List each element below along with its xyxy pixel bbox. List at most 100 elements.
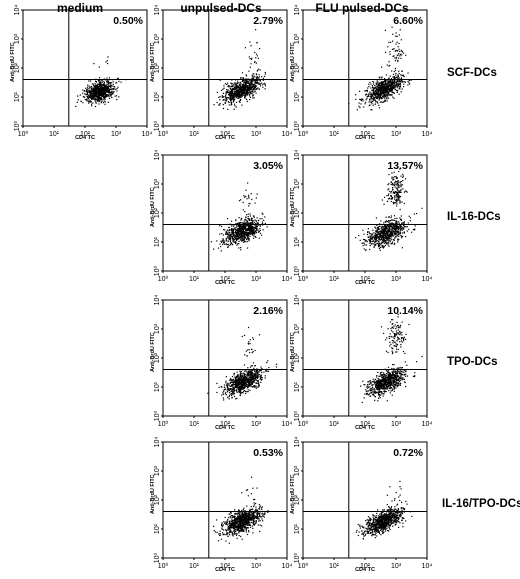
- data-point: [393, 192, 396, 194]
- data-point: [233, 393, 236, 395]
- data-point: [114, 86, 116, 88]
- data-point: [383, 81, 385, 83]
- data-point: [400, 375, 402, 377]
- data-point: [254, 226, 256, 228]
- data-point: [385, 87, 387, 89]
- data-point: [98, 99, 100, 101]
- data-point: [398, 238, 400, 240]
- data-point: [387, 97, 390, 99]
- data-point: [373, 238, 376, 240]
- data-point: [398, 80, 400, 82]
- data-point: [235, 93, 237, 95]
- data-point: [252, 233, 254, 235]
- data-point: [370, 96, 372, 98]
- data-point: [84, 93, 86, 95]
- data-point: [382, 90, 384, 92]
- data-point: [245, 379, 248, 381]
- data-point: [397, 75, 399, 78]
- data-point: [241, 72, 244, 74]
- data-point: [98, 98, 100, 100]
- data-point: [257, 87, 259, 89]
- data-point: [252, 351, 254, 353]
- data-point: [384, 99, 387, 102]
- data-point: [242, 228, 244, 231]
- data-point: [225, 240, 227, 242]
- data-point: [97, 95, 100, 97]
- data-point: [387, 234, 389, 237]
- data-point: [230, 97, 233, 99]
- data-point: [402, 180, 404, 182]
- data-point: [390, 85, 392, 88]
- data-point: [234, 105, 236, 107]
- data-point: [388, 372, 391, 374]
- data-point: [229, 90, 231, 92]
- data-point: [113, 87, 115, 90]
- data-point: [371, 94, 373, 96]
- data-point: [378, 237, 380, 239]
- data-point: [395, 236, 397, 238]
- data-point: [99, 81, 101, 83]
- data-point: [383, 83, 385, 85]
- data-point: [259, 225, 261, 227]
- data-point: [95, 102, 97, 104]
- data-point: [239, 374, 241, 376]
- data-point: [258, 88, 261, 90]
- data-point: [97, 89, 99, 92]
- data-point: [111, 88, 113, 90]
- data-point: [370, 95, 372, 97]
- data-point: [99, 97, 101, 99]
- data-point: [396, 180, 398, 183]
- data-point: [380, 228, 382, 230]
- data-point: [246, 94, 248, 96]
- data-point: [250, 81, 252, 83]
- data-point: [399, 55, 401, 57]
- data-point: [399, 29, 401, 31]
- data-point: [251, 365, 253, 367]
- data-point: [392, 201, 394, 203]
- data-point: [394, 196, 396, 198]
- data-point: [383, 237, 386, 239]
- data-point: [382, 245, 384, 247]
- x-tick-label: 10⁰: [18, 130, 29, 138]
- data-point: [91, 96, 94, 98]
- data-point: [245, 91, 247, 94]
- data-point: [255, 57, 257, 59]
- data-point: [384, 225, 386, 227]
- data-point: [386, 234, 388, 237]
- data-point: [219, 79, 221, 81]
- data-point: [368, 239, 370, 241]
- data-point: [238, 94, 240, 96]
- data-point: [227, 246, 229, 248]
- data-point: [401, 74, 403, 77]
- data-point: [398, 232, 400, 234]
- data-point: [243, 232, 246, 234]
- data-point: [388, 183, 390, 185]
- data-point: [407, 72, 409, 74]
- data-point: [251, 383, 254, 385]
- data-point: [402, 235, 404, 238]
- data-point: [234, 93, 236, 96]
- data-point: [228, 383, 230, 385]
- data-point: [250, 228, 252, 230]
- data-point: [380, 92, 382, 94]
- data-point: [96, 85, 99, 87]
- data-point: [392, 227, 394, 230]
- y-tick-label: 10⁴: [154, 150, 161, 161]
- data-point: [390, 88, 392, 90]
- data-point: [386, 64, 388, 66]
- data-point: [387, 238, 389, 240]
- data-point: [249, 232, 251, 235]
- data-point: [238, 100, 241, 103]
- data-point: [238, 237, 240, 239]
- data-point: [387, 93, 390, 95]
- data-point: [398, 34, 400, 36]
- data-point: [240, 232, 243, 234]
- data-point: [245, 377, 247, 379]
- data-point: [399, 217, 401, 219]
- data-point: [367, 231, 369, 233]
- data-point: [387, 241, 389, 243]
- data-point: [398, 194, 400, 197]
- data-point: [240, 219, 242, 221]
- data-point: [241, 218, 243, 220]
